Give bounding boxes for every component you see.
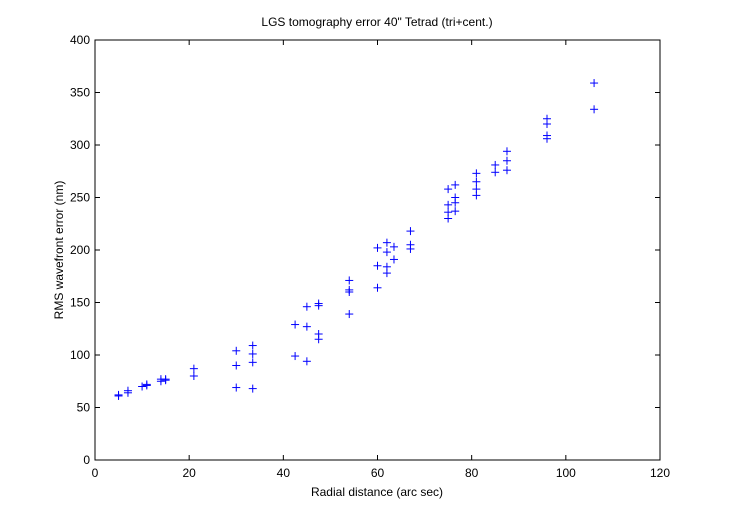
data-point	[138, 382, 147, 391]
data-point	[543, 120, 551, 128]
x-tick-label: 0	[92, 466, 99, 480]
data-point	[114, 391, 123, 400]
data-point	[189, 372, 198, 380]
data-point	[373, 261, 382, 270]
data-point	[382, 248, 391, 257]
data-point	[314, 335, 323, 344]
data-point	[232, 346, 241, 355]
y-tick-label: 400	[70, 33, 90, 47]
data-point	[491, 160, 500, 169]
data-point	[373, 283, 382, 292]
data-point	[248, 384, 257, 393]
data-point	[248, 349, 257, 358]
data-point	[232, 383, 241, 392]
data-point	[491, 168, 500, 177]
data-point	[389, 255, 398, 264]
data-point	[406, 227, 415, 236]
x-tick-label: 100	[556, 466, 576, 480]
data-point	[451, 180, 460, 189]
y-axis-ticks: 0 50 100 150 200 250 300 350 400	[70, 33, 660, 467]
chart-title: LGS tomography error 40" Tetrad (tri+cen…	[261, 15, 492, 29]
data-point	[302, 302, 311, 311]
data-point	[232, 361, 241, 370]
data-point	[502, 166, 511, 175]
y-tick-label: 100	[70, 348, 90, 362]
data-point	[502, 147, 511, 156]
data-point	[142, 381, 151, 390]
data-point	[444, 200, 453, 209]
y-tick-label: 300	[70, 138, 90, 152]
data-point	[590, 79, 599, 88]
data-point	[345, 288, 354, 296]
data-point	[382, 269, 391, 278]
data-point	[248, 358, 257, 367]
data-point	[161, 376, 170, 385]
y-tick-label: 50	[77, 401, 91, 415]
data-point	[472, 177, 481, 186]
data-point	[123, 388, 132, 397]
data-point	[248, 341, 257, 350]
data-point	[302, 322, 311, 331]
data-point	[444, 214, 453, 223]
y-tick-label: 250	[70, 191, 90, 205]
data-point	[472, 191, 481, 200]
data-point	[314, 301, 323, 310]
y-tick-label: 350	[70, 86, 90, 100]
y-tick-label: 200	[70, 243, 90, 257]
data-points	[114, 79, 599, 400]
data-point	[345, 310, 354, 319]
x-axis-ticks: 0 20 40 60 80 100 120	[92, 40, 670, 480]
data-point	[291, 320, 300, 329]
x-tick-label: 40	[277, 466, 291, 480]
data-point	[373, 243, 382, 252]
data-point	[189, 364, 198, 373]
data-point	[590, 105, 599, 114]
data-point	[291, 352, 300, 361]
y-tick-label: 150	[70, 296, 90, 310]
data-point	[543, 134, 551, 143]
x-tick-label: 20	[182, 466, 196, 480]
data-point	[502, 156, 511, 165]
data-point	[472, 169, 481, 178]
data-point	[345, 276, 354, 285]
data-point	[302, 357, 311, 366]
data-point	[451, 198, 460, 207]
data-point	[444, 185, 453, 194]
y-axis-label: RMS wavefront error (nm)	[52, 181, 66, 320]
x-tick-label: 120	[650, 466, 670, 480]
data-point	[389, 242, 398, 251]
data-point	[382, 238, 391, 247]
x-axis-label: Radial distance (arc sec)	[311, 485, 443, 499]
x-tick-label: 60	[371, 466, 385, 480]
y-tick-label: 0	[83, 453, 90, 467]
x-tick-label: 80	[465, 466, 479, 480]
data-point	[451, 207, 460, 216]
data-point	[156, 377, 165, 386]
data-point	[406, 244, 415, 253]
